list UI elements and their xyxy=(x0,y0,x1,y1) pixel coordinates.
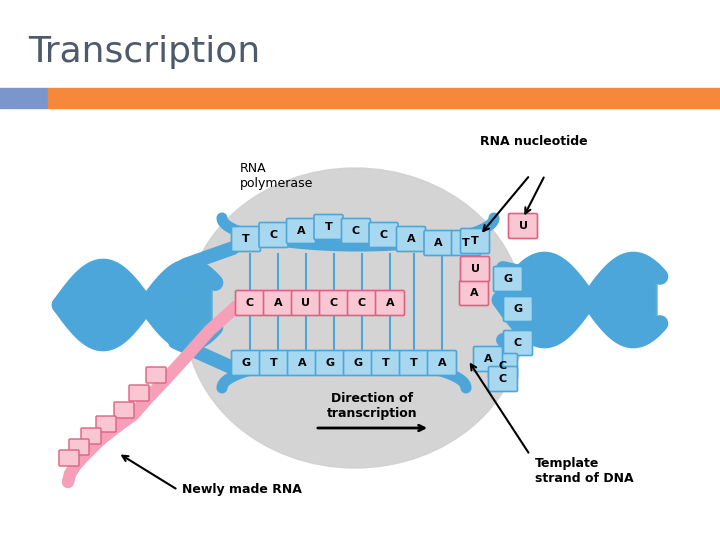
Text: C: C xyxy=(269,230,278,240)
Text: C: C xyxy=(379,230,387,240)
FancyBboxPatch shape xyxy=(59,450,79,466)
FancyBboxPatch shape xyxy=(400,350,428,375)
Text: Transcription: Transcription xyxy=(28,35,260,69)
Text: C: C xyxy=(246,298,254,308)
FancyBboxPatch shape xyxy=(292,291,320,315)
Text: T: T xyxy=(462,238,470,248)
FancyBboxPatch shape xyxy=(372,350,400,375)
Text: A: A xyxy=(297,226,305,236)
Text: C: C xyxy=(499,374,507,384)
FancyBboxPatch shape xyxy=(264,291,292,315)
Text: G: G xyxy=(325,358,335,368)
Text: T: T xyxy=(270,358,278,368)
Text: G: G xyxy=(503,274,513,284)
FancyBboxPatch shape xyxy=(474,347,503,372)
FancyBboxPatch shape xyxy=(461,256,490,281)
Text: G: G xyxy=(354,358,363,368)
FancyBboxPatch shape xyxy=(424,231,453,255)
FancyBboxPatch shape xyxy=(428,350,456,375)
FancyBboxPatch shape xyxy=(451,231,480,255)
FancyBboxPatch shape xyxy=(287,219,315,244)
Ellipse shape xyxy=(185,168,525,468)
FancyBboxPatch shape xyxy=(314,214,343,240)
Text: A: A xyxy=(438,358,446,368)
Text: A: A xyxy=(484,354,492,364)
FancyBboxPatch shape xyxy=(232,226,261,252)
Text: A: A xyxy=(407,234,415,244)
FancyBboxPatch shape xyxy=(320,291,348,315)
Text: Template
strand of DNA: Template strand of DNA xyxy=(535,457,634,485)
Bar xyxy=(0,88,48,108)
Text: Direction of
transcription: Direction of transcription xyxy=(327,392,418,420)
FancyBboxPatch shape xyxy=(146,367,166,383)
Text: C: C xyxy=(514,338,522,348)
Text: A: A xyxy=(274,298,282,308)
FancyBboxPatch shape xyxy=(315,350,344,375)
FancyBboxPatch shape xyxy=(493,267,523,292)
FancyBboxPatch shape xyxy=(69,439,89,455)
Text: RNA
polymerase: RNA polymerase xyxy=(240,162,313,190)
FancyBboxPatch shape xyxy=(503,296,533,321)
FancyBboxPatch shape xyxy=(503,330,533,355)
Text: A: A xyxy=(469,288,478,298)
Text: T: T xyxy=(325,222,333,232)
Text: A: A xyxy=(434,238,443,248)
Bar xyxy=(48,88,720,108)
FancyBboxPatch shape xyxy=(508,213,538,239)
FancyBboxPatch shape xyxy=(287,350,317,375)
FancyBboxPatch shape xyxy=(461,228,490,253)
FancyBboxPatch shape xyxy=(259,222,288,247)
FancyBboxPatch shape xyxy=(81,428,101,444)
Text: RNA nucleotide: RNA nucleotide xyxy=(480,135,588,148)
Text: G: G xyxy=(513,304,523,314)
Text: T: T xyxy=(410,358,418,368)
FancyBboxPatch shape xyxy=(397,226,426,252)
Text: U: U xyxy=(518,221,528,231)
FancyBboxPatch shape xyxy=(376,291,405,315)
Text: G: G xyxy=(241,358,251,368)
FancyBboxPatch shape xyxy=(348,291,377,315)
FancyBboxPatch shape xyxy=(114,402,134,418)
Text: U: U xyxy=(470,264,480,274)
Text: Newly made RNA: Newly made RNA xyxy=(182,483,302,496)
FancyBboxPatch shape xyxy=(129,385,149,401)
Text: U: U xyxy=(302,298,310,308)
FancyBboxPatch shape xyxy=(341,219,371,244)
FancyBboxPatch shape xyxy=(259,350,289,375)
Text: T: T xyxy=(471,236,479,246)
Text: C: C xyxy=(330,298,338,308)
FancyBboxPatch shape xyxy=(459,280,488,306)
Text: C: C xyxy=(358,298,366,308)
Text: A: A xyxy=(297,358,306,368)
FancyBboxPatch shape xyxy=(235,291,264,315)
FancyBboxPatch shape xyxy=(369,222,398,247)
Text: T: T xyxy=(242,234,250,244)
Text: A: A xyxy=(386,298,395,308)
Text: T: T xyxy=(382,358,390,368)
Text: C: C xyxy=(352,226,360,236)
FancyBboxPatch shape xyxy=(343,350,372,375)
FancyBboxPatch shape xyxy=(488,367,518,392)
FancyBboxPatch shape xyxy=(488,354,518,379)
Text: C: C xyxy=(499,361,507,371)
FancyBboxPatch shape xyxy=(232,350,261,375)
FancyBboxPatch shape xyxy=(96,416,116,432)
